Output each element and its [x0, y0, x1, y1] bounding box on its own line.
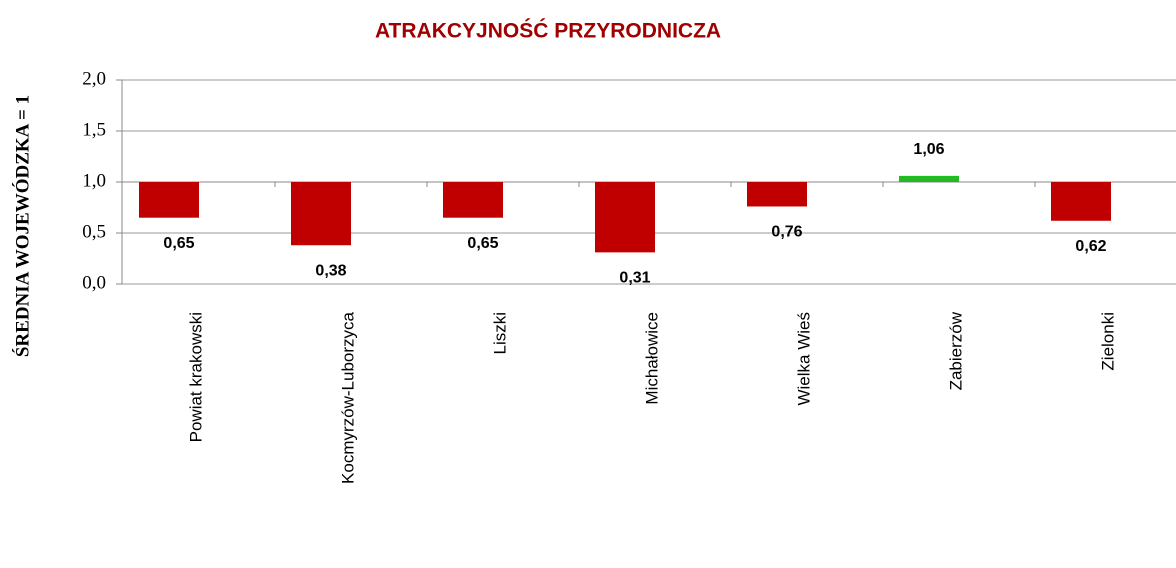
- value-label: 0,65: [467, 235, 498, 252]
- bar: [1051, 182, 1111, 221]
- x-tick-label: Kocmyrzów-Luborzyca: [338, 311, 357, 483]
- value-label: 0,62: [1075, 238, 1106, 255]
- x-tick-label: Michałowice: [642, 312, 661, 405]
- y-tick-label: 1,5: [82, 119, 106, 140]
- x-tick-label: Wielka Wieś: [794, 312, 813, 406]
- x-tick-label: Zielonki: [1098, 312, 1117, 371]
- chart-title: ATRAKCYJNOŚĆ PRZYRODNICZA: [375, 19, 721, 43]
- y-tick-label: 1,0: [82, 170, 106, 191]
- x-tick-label: Zabierzów: [946, 311, 965, 390]
- bar: [595, 182, 655, 253]
- y-tick-label: 0,5: [82, 221, 106, 242]
- bar: [443, 182, 503, 218]
- value-label: 0,65: [163, 235, 194, 252]
- value-label: 0,76: [771, 224, 802, 241]
- bar: [291, 182, 351, 246]
- value-label: 0,31: [619, 270, 650, 287]
- bar: [139, 182, 199, 218]
- y-axis-label: ŚREDNIA WOJEWÓDZKA = 1: [11, 95, 33, 357]
- bar: [899, 175, 959, 182]
- x-tick-label: Liszki: [490, 312, 509, 355]
- y-tick-label: 2,0: [82, 68, 106, 89]
- value-label: 1,06: [913, 141, 944, 158]
- y-tick-label: 0,0: [82, 272, 106, 293]
- bar: [747, 182, 807, 207]
- x-tick-label: Powiat krakowski: [186, 312, 205, 442]
- value-label: 0,38: [315, 262, 346, 279]
